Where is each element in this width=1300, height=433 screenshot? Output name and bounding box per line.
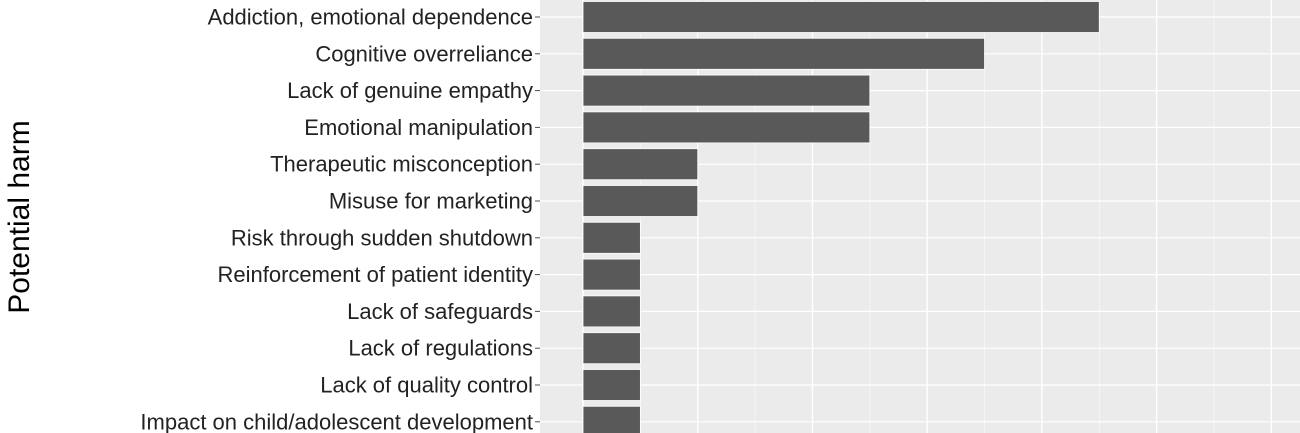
bar — [582, 258, 641, 291]
y-tick-label: Addiction, emotional dependence — [208, 5, 533, 30]
y-tick-label: Emotional manipulation — [304, 115, 533, 140]
bar — [582, 332, 641, 365]
y-tick-label: Lack of regulations — [348, 336, 533, 361]
bar — [582, 185, 699, 217]
bar — [582, 37, 985, 70]
bar — [582, 1, 1100, 33]
y-tick-label: Impact on child/adolescent development — [140, 409, 533, 433]
bar — [582, 221, 641, 254]
bar — [582, 148, 699, 181]
y-tick-label: Lack of genuine empathy — [287, 78, 533, 103]
y-tick-label: Misuse for marketing — [329, 189, 533, 214]
y-tick-label: Lack of quality control — [320, 373, 533, 398]
y-tick-label: Lack of safeguards — [347, 299, 533, 324]
bar — [582, 295, 641, 328]
bar — [582, 369, 641, 401]
bar — [582, 405, 641, 433]
bar — [582, 111, 871, 144]
y-tick-label: Reinforcement of patient identity — [217, 262, 533, 287]
y-tick-label: Therapeutic misconception — [270, 152, 533, 177]
y-tick-label: Cognitive overreliance — [315, 41, 533, 66]
y-tick-label: Risk through sudden shutdown — [231, 225, 533, 250]
bar — [582, 74, 871, 107]
